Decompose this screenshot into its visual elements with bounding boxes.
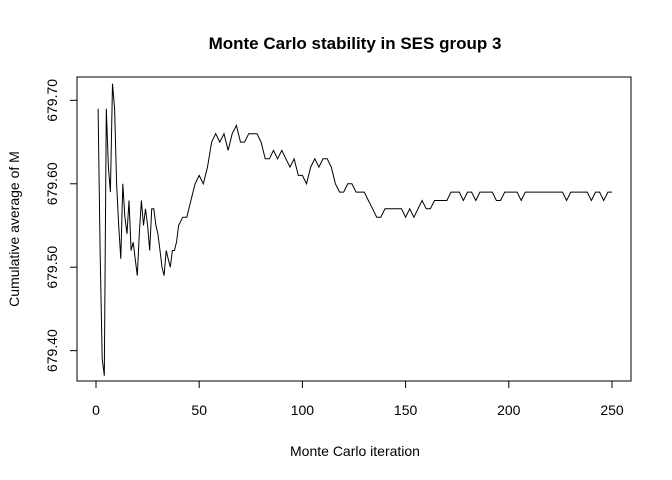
x-tick-label: 150	[394, 402, 418, 418]
y-tick-label: 679.60	[44, 162, 60, 205]
x-axis: 0 50 100 150 200 250	[92, 380, 624, 418]
y-tick-label: 679.70	[44, 79, 60, 122]
plot-frame	[76, 76, 632, 382]
chart-title: Monte Carlo stability in SES group 3	[209, 34, 502, 53]
y-tick-label: 679.50	[44, 246, 60, 289]
series-line	[97, 83, 612, 376]
x-axis-label: Monte Carlo iteration	[290, 443, 420, 459]
y-axis: 679.40 679.50 679.60 679.70	[44, 79, 78, 372]
y-axis-label: Cumulative average of M	[6, 151, 22, 307]
x-tick-label: 0	[92, 402, 100, 418]
y-tick-label: 679.40	[44, 329, 60, 372]
x-tick-label: 100	[291, 402, 315, 418]
x-tick-label: 50	[191, 402, 207, 418]
x-tick-label: 250	[600, 402, 624, 418]
x-tick-label: 200	[497, 402, 521, 418]
